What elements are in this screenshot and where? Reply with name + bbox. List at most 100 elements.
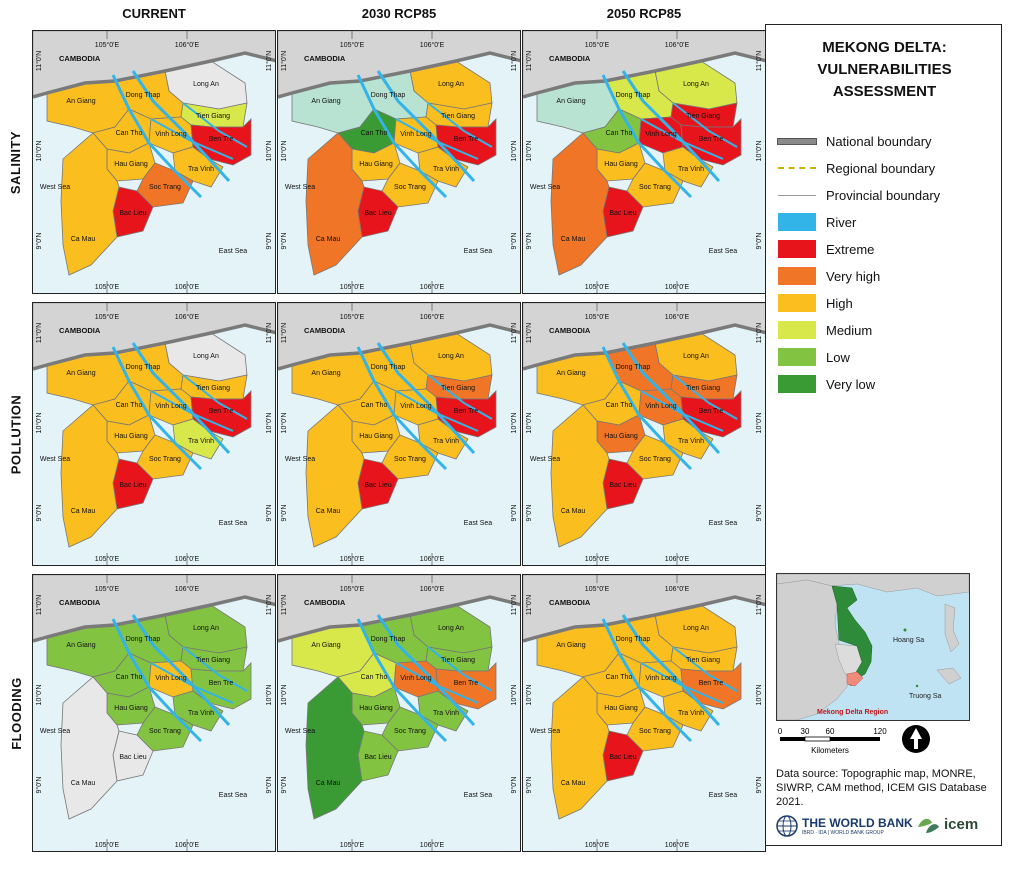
province-label: Can Tho (606, 674, 633, 681)
inset-map-svg: Hoang Sa Truong Sa Mekong Delta Region (777, 574, 969, 720)
national-boundary (523, 323, 765, 371)
latitude-label: 10°0'N (35, 141, 43, 162)
province-label: Bac Lieu (119, 754, 146, 761)
longitude-label: 106°0'E (175, 41, 200, 49)
province-label: Bac Lieu (609, 754, 636, 761)
longitude-label: 106°0'E (665, 283, 690, 291)
province-label: An Giang (556, 642, 585, 649)
province-label: An Giang (556, 98, 585, 105)
river-swatch (778, 213, 816, 231)
province-label: Vinh Long (155, 403, 187, 410)
longitude-label: 105°0'E (340, 313, 365, 321)
province-label: Vinh Long (645, 675, 677, 682)
river (395, 662, 479, 704)
latitude-label: 11°0'N (510, 323, 518, 343)
province-label: Hau Giang (114, 705, 148, 712)
inset-truong-sa: Truong Sa (909, 693, 942, 700)
inset-mekong-label: Mekong Delta Region (817, 709, 888, 716)
east-sea-label: East Sea (219, 792, 248, 799)
province-ben-tre (680, 662, 742, 710)
province-label: An Giang (311, 370, 340, 377)
map-flooding-2030: 105°0'E 106°0'E 105°0'E 106°0'E 11°0'N 11°0'N… (277, 574, 521, 852)
scale-seg-1 (780, 737, 805, 741)
longitude-label: 105°0'E (585, 585, 610, 593)
west-sea-label: West Sea (530, 184, 560, 191)
world-bank-sub: IBRD · IDA | WORLD BANK GROUP (802, 830, 884, 836)
province-label: Tien Giang (686, 113, 720, 120)
legend-very-low: Very low (778, 374, 875, 394)
longitude-label: 105°0'E (340, 41, 365, 49)
longitude-label: 105°0'E (340, 585, 365, 593)
province-label: An Giang (66, 98, 95, 105)
latitude-label: 9°0'N (35, 233, 43, 250)
province-label: Hau Giang (114, 161, 148, 168)
province-label: Hau Giang (114, 433, 148, 440)
province-ca-mau (305, 404, 365, 548)
map-pollution-2050: 105°0'E 106°0'E 105°0'E 106°0'E 11°0'N 11°0'N… (522, 302, 766, 566)
legend-title: MEKONG DELTA: VULNERABILITIES ASSESSMENT (817, 39, 952, 100)
latitude-label: 11°0'N (280, 51, 288, 71)
latitude-label: 9°0'N (35, 505, 43, 522)
province-label: Dong Thap (616, 636, 651, 643)
globe-icon (776, 815, 798, 837)
longitude-label: 105°0'E (585, 313, 610, 321)
province-label: Vinh Long (400, 675, 432, 682)
province-label: Hau Giang (359, 705, 393, 712)
province-ca-mau (60, 676, 120, 820)
province-label: Tien Giang (196, 657, 230, 664)
latitude-label: 9°0'N (280, 505, 288, 522)
longitude-label: 105°0'E (95, 41, 120, 49)
river (356, 618, 448, 743)
latitude-label: 9°0'N (280, 233, 288, 250)
river (111, 346, 203, 471)
province-label: Ben Tre (209, 680, 234, 687)
river (427, 646, 493, 692)
cambodia-label: CAMBODIA (59, 54, 101, 63)
latitude-label: 10°0'N (755, 685, 763, 706)
province-label: Tien Giang (441, 113, 475, 120)
cambodia-label: CAMBODIA (304, 598, 346, 607)
national-boundary (33, 323, 275, 371)
latitude-label: 10°0'N (265, 413, 273, 434)
province-label: Vinh Long (645, 403, 677, 410)
river (427, 374, 493, 420)
legend-very-high: Very high (778, 266, 880, 286)
longitude-label: 106°0'E (665, 313, 690, 321)
province-label: Tien Giang (441, 385, 475, 392)
latitude-label: 10°0'N (755, 413, 763, 434)
map-svg: 105°0'E 106°0'E 105°0'E 106°0'E 11°0'N 11°0'N… (523, 31, 765, 293)
scale-unit: Kilometers (811, 746, 849, 755)
latitude-label: 9°0'N (35, 777, 43, 794)
province-label: Tra Vinh (188, 710, 214, 717)
very-high-swatch (778, 267, 816, 285)
province-label: Dong Thap (616, 92, 651, 99)
province-label: Hau Giang (604, 705, 638, 712)
row-header-flooding: FLOODING (8, 676, 24, 750)
cambodia-label: CAMBODIA (59, 326, 101, 335)
regional-boundary-swatch (778, 167, 816, 169)
latitude-label: 10°0'N (280, 141, 288, 162)
legend-high: High (778, 293, 853, 313)
river (111, 74, 203, 199)
east-sea-label: East Sea (709, 520, 738, 527)
province-label: Tien Giang (686, 657, 720, 664)
province-label: Tra Vinh (433, 166, 459, 173)
province-label: Dong Thap (126, 636, 161, 643)
province-label: Can Tho (116, 130, 143, 137)
province-label: Ben Tre (454, 408, 479, 415)
province-label: Can Tho (606, 130, 633, 137)
longitude-label: 105°0'E (95, 283, 120, 291)
river (131, 342, 231, 455)
latitude-label: 9°0'N (265, 233, 273, 250)
river (601, 74, 693, 199)
river (427, 102, 493, 148)
province-label: Bac Lieu (364, 754, 391, 761)
province-label: Long An (683, 625, 709, 632)
national-boundary (33, 51, 275, 99)
west-sea-label: West Sea (40, 184, 70, 191)
world-bank-name: THE WORLD BANK (802, 816, 913, 830)
latitude-label: 10°0'N (525, 413, 533, 434)
province-label: Long An (193, 625, 219, 632)
map-salinity-2050: 105°0'E 106°0'E 105°0'E 106°0'E 11°0'N 11°0'N… (522, 30, 766, 294)
province-ben-tre (680, 390, 742, 438)
